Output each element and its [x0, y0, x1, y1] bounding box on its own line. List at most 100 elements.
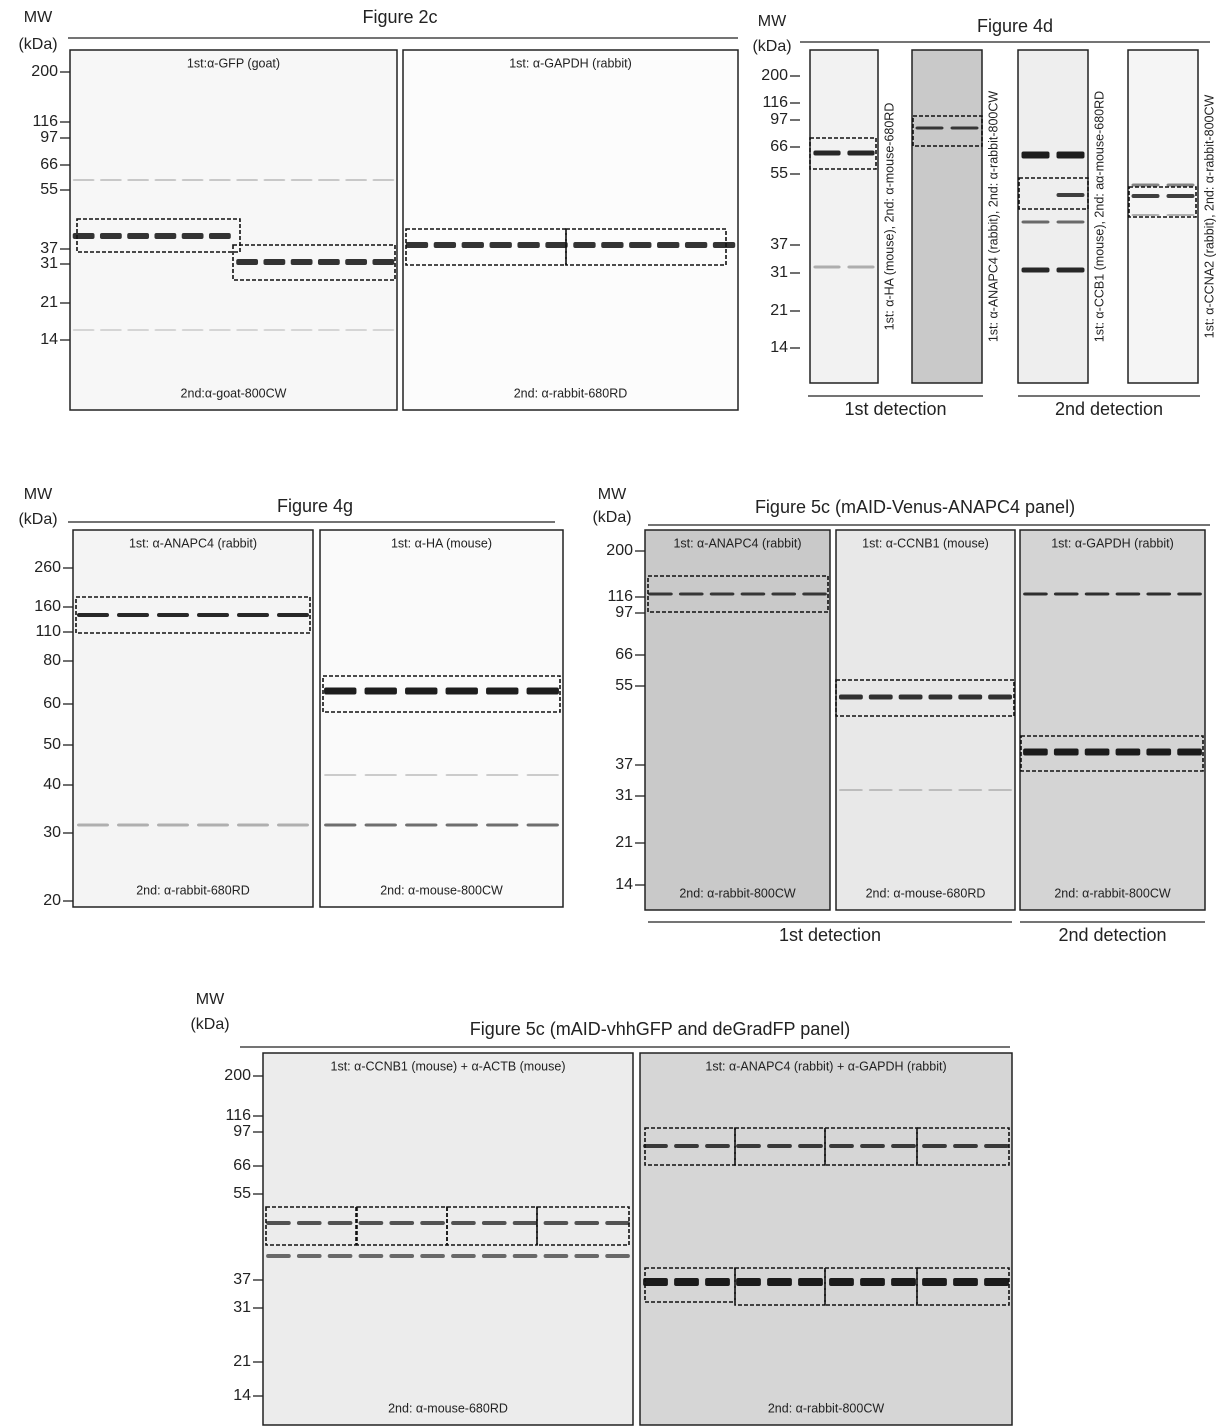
band — [1167, 214, 1195, 216]
band — [291, 259, 313, 265]
band — [197, 824, 229, 827]
blot-panel — [70, 50, 397, 410]
band — [420, 1221, 445, 1225]
band — [771, 593, 796, 596]
secondary-antibody: 2nd: α-rabbit-800CW — [768, 1401, 885, 1415]
band — [237, 613, 269, 617]
mw-marker: 21 — [770, 302, 788, 319]
band — [1057, 221, 1085, 224]
figure-sheet: MW(kDa)Figure 2c200116976655373121141st:… — [0, 0, 1223, 1428]
band — [1057, 152, 1085, 159]
primary-antibody: 1st: α-HA (mouse) — [391, 536, 492, 550]
band — [545, 242, 567, 248]
mw-marker: 97 — [40, 129, 58, 146]
band — [643, 1144, 668, 1148]
blot-panel — [640, 1053, 1012, 1425]
band — [922, 1144, 947, 1148]
band — [291, 179, 313, 181]
figure-title: Figure 5c (mAID-Venus-ANAPC4 panel) — [755, 497, 1075, 517]
band — [73, 329, 95, 331]
band — [839, 695, 863, 700]
primary-antibody: 1st: α-ANAPC4 (rabbit) — [673, 536, 801, 550]
band — [657, 242, 679, 248]
band — [100, 179, 122, 181]
band — [891, 1278, 916, 1286]
band — [486, 774, 518, 776]
band — [365, 774, 397, 776]
primary-antibody: 1st:α-GFP (goat) — [187, 56, 280, 70]
secondary-antibody: 2nd: α-rabbit-800CW — [1054, 886, 1171, 900]
band — [324, 824, 356, 827]
band — [674, 1278, 699, 1286]
mw-marker: 14 — [233, 1387, 251, 1404]
mw-marker: 31 — [770, 264, 788, 281]
band — [117, 824, 149, 827]
band — [1146, 593, 1171, 596]
band — [359, 1254, 384, 1258]
antibody-label: 1st: α-HA (mouse), 2nd: α-mouse-680RD — [882, 103, 896, 331]
secondary-antibody: 2nd: α-rabbit-680RD — [136, 883, 250, 897]
group-label: 2nd detection — [1055, 399, 1163, 419]
mw-label: MW — [24, 9, 53, 26]
band — [73, 179, 95, 181]
band — [266, 1254, 291, 1258]
band — [328, 1221, 353, 1225]
band — [482, 1254, 507, 1258]
band — [365, 688, 397, 695]
mw-marker: 31 — [615, 787, 633, 804]
band — [928, 789, 952, 791]
band — [527, 824, 559, 827]
band — [767, 1278, 792, 1286]
band — [953, 1278, 978, 1286]
band — [1177, 593, 1202, 596]
antibody-label: 1st: α-CCB1 (mouse), 2nd: aα-mouse-680RD — [1092, 91, 1106, 342]
mw-label: MW — [758, 13, 787, 30]
band — [405, 688, 437, 695]
band — [263, 259, 285, 265]
band — [951, 127, 979, 130]
band — [197, 613, 229, 617]
unit-label: (kDa) — [190, 1016, 229, 1033]
band — [345, 179, 367, 181]
band — [389, 1254, 414, 1258]
band — [182, 329, 204, 331]
band — [209, 233, 231, 239]
band — [236, 329, 258, 331]
band — [869, 695, 893, 700]
blot-panel — [1020, 530, 1205, 910]
band — [157, 613, 189, 617]
mw-label: MW — [196, 991, 225, 1008]
mw-marker: 200 — [606, 542, 633, 559]
band — [328, 1254, 353, 1258]
band — [434, 242, 456, 248]
band — [372, 179, 394, 181]
mw-marker: 14 — [770, 339, 788, 356]
mw-marker: 66 — [233, 1157, 251, 1174]
mw-marker: 14 — [40, 331, 58, 348]
primary-antibody: 1st: α-CCNB1 (mouse) — [862, 536, 989, 550]
band — [237, 824, 269, 827]
band — [1116, 749, 1141, 756]
mw-marker: 97 — [615, 604, 633, 621]
band — [486, 688, 518, 695]
mw-marker: 55 — [770, 165, 788, 182]
band — [389, 1221, 414, 1225]
band — [1023, 593, 1048, 596]
band — [1167, 184, 1195, 187]
band — [1022, 221, 1050, 224]
band — [813, 151, 840, 156]
band — [157, 824, 189, 827]
blot-panel — [1018, 50, 1088, 383]
band — [182, 233, 204, 239]
band — [127, 179, 149, 181]
band — [127, 329, 149, 331]
blot-panel — [912, 50, 982, 383]
mw-marker: 160 — [34, 598, 61, 615]
band — [154, 233, 176, 239]
band — [100, 233, 122, 239]
band — [451, 1221, 476, 1225]
band — [1023, 749, 1048, 756]
band — [291, 329, 313, 331]
band — [1057, 193, 1085, 197]
band — [1116, 593, 1141, 596]
